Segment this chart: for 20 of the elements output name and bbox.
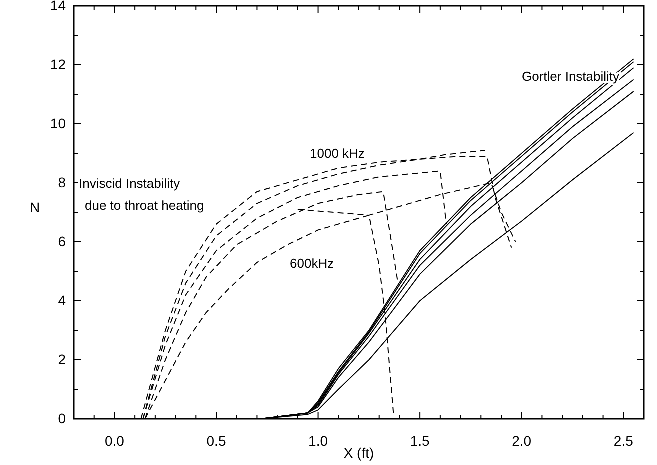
x-tick-label: 2.5: [614, 433, 634, 450]
x-tick-label: 0.5: [206, 433, 226, 450]
annotation: Inviscid Instability: [79, 176, 181, 191]
y-tick-label: 8: [58, 174, 66, 190]
y-tick-label: 2: [58, 351, 66, 368]
annotation: due to throat heating: [85, 198, 204, 213]
y-tick-label: 12: [50, 56, 66, 72]
y-tick-label: 14: [50, 0, 66, 14]
y-tick-label: 4: [58, 292, 66, 308]
y-axis-title: N: [30, 200, 40, 216]
y-tick-label: 6: [58, 233, 66, 250]
annotation: 600kHz: [290, 256, 334, 271]
x-tick-label: 2.0: [512, 433, 532, 450]
y-tick-label: 10: [50, 115, 66, 132]
x-axis-title: X (ft): [344, 445, 374, 461]
x-tick-label: 1.0: [308, 433, 328, 450]
annotation: 1000 kHz: [310, 146, 365, 161]
y-tick-label: 0: [58, 410, 66, 426]
x-tick-label: 1.5: [410, 433, 430, 450]
x-tick-label: 0.0: [104, 433, 125, 450]
